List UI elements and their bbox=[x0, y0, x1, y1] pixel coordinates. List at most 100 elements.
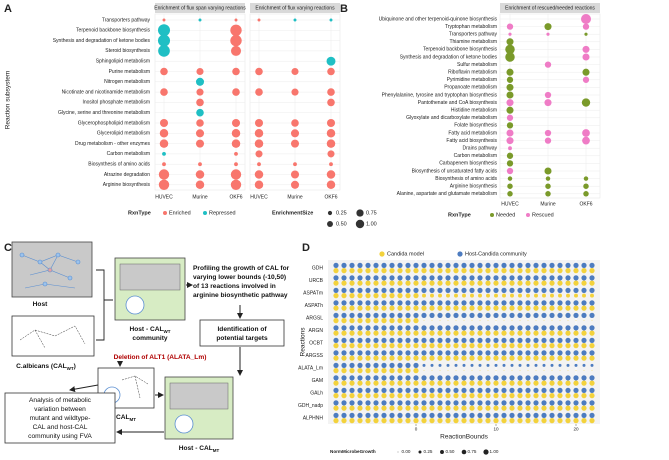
dot bbox=[357, 343, 363, 349]
dot bbox=[349, 337, 355, 343]
dot bbox=[589, 387, 595, 393]
dot bbox=[162, 152, 166, 156]
dot bbox=[429, 312, 435, 318]
dot bbox=[573, 387, 579, 393]
dot bbox=[373, 368, 379, 374]
dot bbox=[510, 293, 514, 298]
dot bbox=[469, 305, 475, 311]
dot bbox=[543, 320, 545, 321]
dot bbox=[581, 262, 587, 268]
dot bbox=[405, 412, 411, 418]
dot bbox=[405, 368, 411, 374]
dot bbox=[389, 305, 395, 311]
dot bbox=[581, 355, 587, 361]
dot bbox=[469, 280, 475, 286]
text-line: Identification of bbox=[217, 326, 267, 333]
dot bbox=[582, 53, 590, 61]
dot bbox=[421, 393, 427, 399]
dot bbox=[341, 287, 347, 293]
dot bbox=[333, 368, 339, 374]
dot bbox=[453, 355, 459, 361]
y-tick-label: Alanine, aspartate and glutamate metabol… bbox=[397, 191, 497, 197]
dot bbox=[373, 405, 379, 411]
dot bbox=[517, 350, 523, 356]
dot bbox=[333, 330, 339, 336]
dot bbox=[453, 287, 459, 293]
dot bbox=[573, 325, 579, 331]
dot bbox=[195, 180, 205, 190]
label-sub: MT bbox=[130, 417, 137, 422]
dot bbox=[485, 350, 491, 356]
dot bbox=[341, 400, 347, 406]
dot bbox=[405, 300, 411, 306]
dot bbox=[349, 343, 355, 349]
x-axis-label: ReactionBounds bbox=[440, 434, 488, 441]
dot bbox=[453, 400, 459, 406]
dot bbox=[461, 337, 467, 343]
dot bbox=[326, 129, 336, 138]
dot bbox=[453, 343, 459, 349]
dot bbox=[589, 393, 595, 399]
dot bbox=[493, 393, 499, 399]
dot bbox=[501, 418, 507, 424]
dot bbox=[290, 170, 300, 179]
dot bbox=[290, 180, 300, 189]
dot bbox=[549, 355, 555, 361]
dot bbox=[365, 400, 371, 406]
dot bbox=[501, 287, 507, 293]
dot bbox=[405, 318, 411, 324]
dot bbox=[413, 325, 419, 331]
y-tick-label: Carbapenem biosynthesis bbox=[439, 161, 497, 167]
dot bbox=[413, 280, 419, 286]
dot bbox=[471, 370, 473, 371]
facet-title: Enrichment of rescued/needed reactions bbox=[505, 6, 595, 12]
dot bbox=[509, 262, 515, 268]
dot bbox=[341, 330, 347, 336]
dot bbox=[373, 400, 379, 406]
dot bbox=[365, 355, 371, 361]
dot bbox=[507, 191, 513, 197]
dot bbox=[198, 18, 202, 22]
x-tick-label: Murine bbox=[540, 201, 556, 207]
dot bbox=[365, 380, 371, 386]
dot bbox=[469, 312, 475, 318]
dot bbox=[501, 387, 507, 393]
dot bbox=[565, 355, 571, 361]
dot bbox=[581, 14, 591, 24]
dot bbox=[389, 275, 395, 281]
dot bbox=[519, 320, 521, 321]
dot bbox=[405, 375, 411, 381]
dot bbox=[397, 330, 403, 336]
dot bbox=[469, 350, 475, 356]
dot bbox=[373, 355, 379, 361]
dot bbox=[477, 330, 483, 336]
dot bbox=[544, 23, 552, 31]
dot bbox=[349, 287, 355, 293]
y-tick-label: Nitrogen metabolism bbox=[104, 79, 150, 85]
dot bbox=[429, 400, 435, 406]
dot bbox=[486, 293, 490, 298]
dot bbox=[469, 343, 475, 349]
dot bbox=[195, 77, 205, 86]
dot bbox=[557, 337, 563, 343]
dot bbox=[255, 67, 263, 76]
dot bbox=[517, 405, 523, 411]
dot bbox=[461, 343, 467, 349]
dot bbox=[158, 34, 170, 47]
dot bbox=[413, 262, 419, 268]
dot bbox=[463, 370, 465, 371]
dot bbox=[477, 355, 483, 361]
dot bbox=[589, 400, 595, 406]
dot bbox=[405, 325, 411, 331]
dot bbox=[333, 418, 339, 424]
dot bbox=[471, 320, 473, 321]
dot bbox=[341, 375, 347, 381]
dot bbox=[533, 280, 539, 286]
dot bbox=[421, 262, 427, 268]
dot bbox=[381, 375, 387, 381]
community-cell bbox=[125, 295, 145, 315]
dot bbox=[381, 400, 387, 406]
dot bbox=[413, 368, 419, 374]
dot bbox=[445, 275, 451, 281]
dot bbox=[509, 330, 515, 336]
